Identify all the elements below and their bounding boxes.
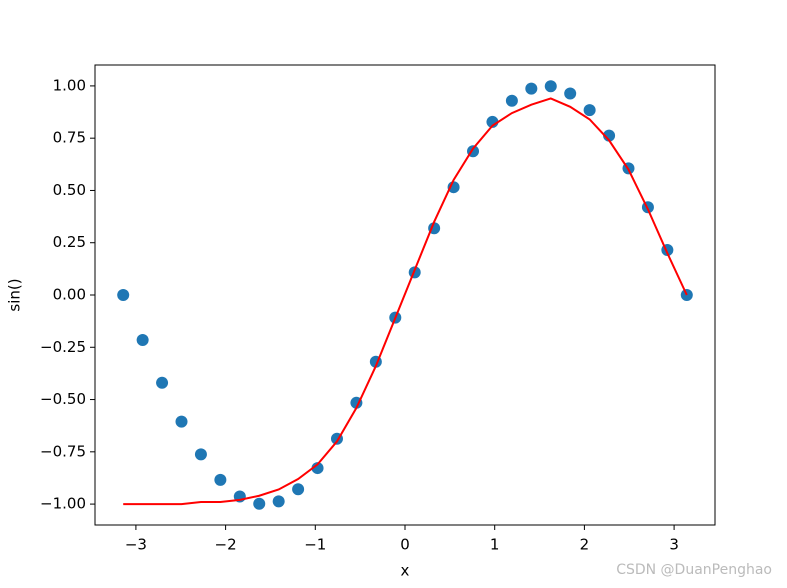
scatter-point xyxy=(156,376,169,389)
scatter-point xyxy=(272,495,285,508)
y-tick-label: 0.00 xyxy=(53,286,86,304)
scatter-point xyxy=(544,80,557,93)
x-tick-label: −1 xyxy=(304,536,326,554)
scatter-point xyxy=(603,129,616,142)
scatter-point xyxy=(117,289,130,301)
plot-frame xyxy=(94,64,716,526)
scatter-point xyxy=(505,94,518,107)
x-tick-label: −3 xyxy=(125,536,147,554)
y-tick-label: 0.75 xyxy=(53,129,86,147)
scatter-point xyxy=(525,82,538,95)
y-tick-label: −1.00 xyxy=(40,495,86,513)
scatter-point xyxy=(175,415,188,428)
y-tick-label: −0.75 xyxy=(40,442,86,460)
x-tick-label: 1 xyxy=(490,536,500,554)
scatter-point xyxy=(564,87,577,100)
x-tick-label: −2 xyxy=(215,536,237,554)
y-tick-label: −0.50 xyxy=(40,390,86,408)
scatter-point xyxy=(583,104,596,117)
y-tick-label: 0.50 xyxy=(53,181,86,199)
x-tick-label: 2 xyxy=(580,536,590,554)
scatter-point xyxy=(486,115,499,128)
y-tick-label: −0.25 xyxy=(40,338,86,356)
watermark: CSDN @DuanPenghao xyxy=(616,562,772,578)
scatter-point xyxy=(292,483,305,496)
y-axis-label: sin() xyxy=(6,278,24,311)
x-tick-label: 0 xyxy=(400,536,410,554)
scatter-point xyxy=(194,448,207,461)
scatter-point xyxy=(214,473,227,486)
scatter-point xyxy=(253,497,266,510)
scatter-point xyxy=(311,462,324,475)
line xyxy=(123,97,688,506)
x-axis-label: x xyxy=(401,562,410,580)
scatter-point xyxy=(136,333,149,346)
x-tick-label: 3 xyxy=(669,536,679,554)
y-tick-label: 0.25 xyxy=(53,233,86,251)
y-tick-label: 1.00 xyxy=(53,76,86,94)
